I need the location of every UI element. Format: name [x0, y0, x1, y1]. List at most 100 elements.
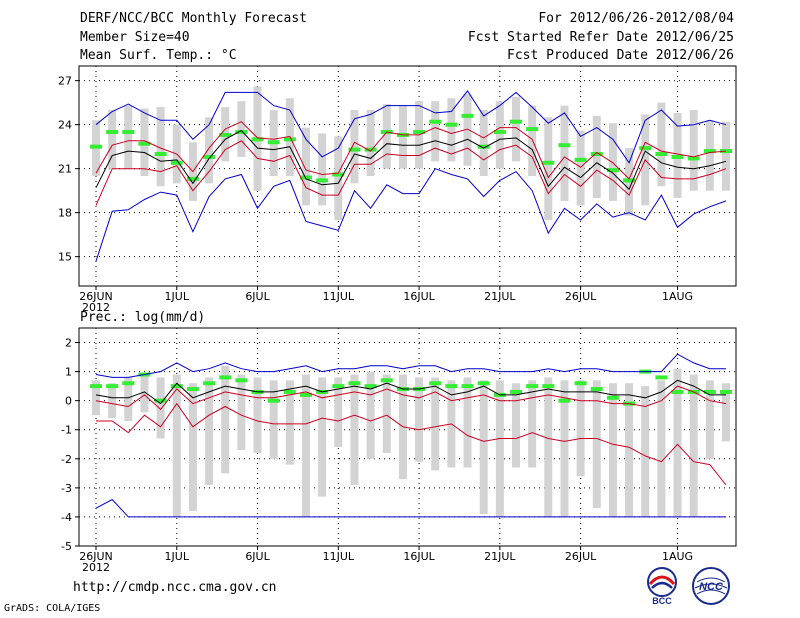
observed-marker	[445, 384, 458, 389]
observed-marker	[380, 378, 393, 383]
ensemble-box	[560, 105, 569, 201]
member-size-label: Member Size=40	[80, 30, 190, 45]
ensemble-box	[479, 110, 488, 176]
y-tick-label: 24	[58, 119, 72, 132]
ensemble-box	[285, 380, 294, 465]
observed-marker	[235, 130, 248, 134]
observed-marker	[219, 132, 232, 137]
observed-marker	[720, 149, 732, 154]
observed-marker	[283, 137, 296, 142]
x-tick-label: 1AUG	[662, 290, 693, 303]
observed-marker	[186, 176, 199, 181]
observed-marker	[526, 384, 539, 389]
x-tick-label: 11JUL	[323, 290, 355, 303]
ensemble-box	[108, 110, 117, 169]
website-link[interactable]: http://cmdp.ncc.cma.gov.cn	[73, 580, 277, 595]
bcc-logo-text: BCC	[652, 596, 672, 606]
observed-marker	[429, 119, 442, 124]
x-tick-label: 26JUN	[79, 290, 113, 303]
y-tick-label: -1	[61, 424, 72, 437]
ensemble-box	[625, 383, 634, 517]
x-year-label: 2012	[82, 561, 110, 574]
chart-panel-1: 15 18 21 24 27 26JUN 1JUL 6JUL 11JUL 16JUL 21JUL 26…	[58, 65, 737, 314]
series-line-spread_high	[95, 121, 727, 180]
ensemble-box	[156, 107, 165, 187]
observed-marker	[348, 381, 361, 386]
observed-marker	[122, 130, 135, 134]
observed-marker	[493, 130, 506, 134]
ensemble-box	[205, 377, 214, 485]
observed-marker	[300, 175, 312, 180]
ensemble-box	[415, 377, 424, 462]
y-tick-label: 1	[65, 366, 72, 379]
x-tick-label: 26JUL	[565, 550, 597, 563]
observed-marker	[90, 144, 102, 149]
ensemble-box	[722, 121, 730, 191]
observed-marker	[623, 178, 636, 183]
grads-credit: GrADS: COLA/IGES	[4, 603, 101, 614]
observed-marker	[590, 152, 603, 156]
ensemble-box	[544, 117, 553, 220]
observed-marker	[574, 381, 587, 386]
observed-marker	[219, 375, 232, 380]
ensemble-box	[592, 380, 601, 509]
observed-marker	[542, 384, 555, 389]
observed-marker	[720, 389, 732, 394]
x-tick-label: 21JUL	[484, 550, 516, 563]
observed-marker	[671, 154, 684, 159]
observed-marker	[558, 398, 571, 403]
y-tick-label: 0	[65, 395, 72, 408]
x-tick-label: 16JUL	[403, 290, 435, 303]
series-line-spread_low	[95, 140, 727, 206]
observed-marker	[655, 375, 668, 380]
observed-marker	[300, 392, 312, 397]
ensemble-box	[382, 374, 391, 453]
observed-marker	[332, 384, 345, 389]
ensemble-box	[350, 110, 359, 184]
observed-marker	[687, 156, 700, 161]
ensemble-box	[318, 377, 327, 497]
observed-marker	[154, 152, 167, 156]
ensemble-box	[479, 380, 488, 515]
precipitation-variable-label: Prec.: log(mm/d)	[80, 310, 205, 325]
observed-marker	[671, 389, 684, 394]
ensemble-box	[253, 377, 262, 453]
series-line-min	[95, 90, 727, 164]
series-line-min	[95, 353, 726, 378]
y-tick-label: -3	[61, 482, 72, 495]
x-year-label: 2012	[82, 301, 110, 314]
series-line-max	[95, 168, 727, 262]
observed-marker	[203, 154, 216, 159]
observed-marker	[413, 130, 426, 134]
ensemble-box	[495, 101, 504, 169]
observed-marker	[477, 144, 490, 149]
ensemble-box	[366, 371, 375, 459]
bcc-logo: BCC	[647, 567, 677, 606]
observed-marker	[364, 384, 377, 389]
temperature-variable-label: Mean Surf. Temp.: °C	[80, 48, 237, 63]
ensemble-box	[156, 377, 165, 439]
observed-marker	[106, 130, 119, 134]
observed-marker	[267, 398, 280, 403]
observed-marker	[122, 381, 135, 386]
ensemble-box	[657, 380, 666, 517]
y-tick-label: 27	[58, 75, 72, 88]
observed-marker	[251, 137, 264, 142]
plot-frame	[78, 65, 737, 287]
x-tick-label: 1JUL	[165, 550, 190, 563]
observed-marker	[170, 160, 183, 165]
ncc-logo: NCC	[692, 567, 730, 605]
ensemble-box	[172, 374, 181, 517]
ensemble-box	[705, 380, 714, 459]
ensemble-box	[398, 105, 407, 169]
observed-marker	[186, 387, 199, 392]
ensemble-box	[221, 365, 230, 474]
observed-marker	[90, 384, 102, 389]
forecast-period-label: For 2012/06/26-2012/08/04	[538, 11, 734, 26]
ensemble-box	[689, 374, 698, 517]
chart-panel-2: -5 -4 -3 -2 -1 0 1 2 26JUN 1JUL 6JUL 11JUL 16JUL 21JU…	[61, 310, 737, 574]
y-tick-label: 18	[58, 207, 72, 220]
ensemble-box	[657, 102, 666, 187]
ensemble-box	[302, 374, 310, 517]
observed-marker	[283, 389, 296, 394]
